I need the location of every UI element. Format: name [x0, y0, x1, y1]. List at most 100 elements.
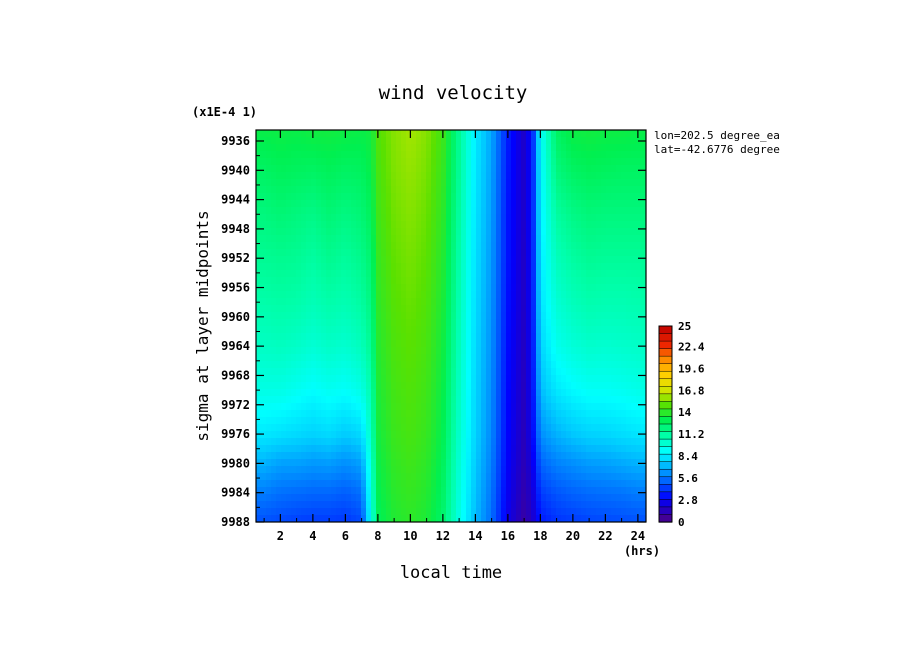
contour-cell — [611, 221, 617, 229]
contour-cell — [611, 172, 617, 180]
contour-cell — [291, 144, 297, 152]
contour-cell — [376, 473, 382, 481]
contour-cell — [266, 312, 272, 320]
contour-cell — [561, 270, 567, 278]
contour-cell — [541, 249, 547, 257]
contour-cell — [306, 361, 312, 369]
contour-cell — [256, 340, 262, 348]
contour-cell — [266, 179, 272, 187]
contour-cell — [636, 179, 642, 187]
contour-cell — [346, 284, 352, 292]
contour-cell — [626, 249, 632, 257]
contour-cell — [381, 144, 387, 152]
contour-cell — [326, 249, 332, 257]
contour-cell — [296, 172, 302, 180]
contour-cell — [306, 200, 312, 208]
contour-cell — [576, 501, 582, 509]
contour-cell — [431, 277, 437, 285]
contour-cell — [301, 319, 307, 327]
contour-cell — [516, 340, 522, 348]
contour-cell — [516, 459, 522, 467]
contour-cell — [296, 382, 302, 390]
contour-cell — [531, 158, 537, 166]
contour-cell — [466, 480, 472, 488]
contour-cell — [396, 228, 402, 236]
contour-cell — [316, 515, 322, 522]
contour-cell — [286, 249, 292, 257]
contour-cell — [326, 340, 332, 348]
contour-cell — [401, 179, 407, 187]
contour-cell — [361, 487, 367, 495]
contour-cell — [426, 151, 432, 159]
contour-cell — [391, 382, 397, 390]
contour-cell — [341, 340, 347, 348]
contour-cell — [356, 515, 362, 522]
contour-cell — [366, 333, 372, 341]
contour-cell — [376, 459, 382, 467]
contour-cell — [356, 473, 362, 481]
contour-cell — [376, 165, 382, 173]
contour-cell — [641, 263, 646, 271]
contour-cell — [501, 466, 507, 474]
x-tick-label: 20 — [566, 529, 580, 543]
y-tick-label: 9968 — [221, 368, 250, 382]
contour-cell — [541, 445, 547, 453]
contour-cell — [431, 368, 437, 376]
contour-cell — [541, 354, 547, 362]
contour-cell — [381, 431, 387, 439]
contour-cell — [536, 424, 542, 432]
contour-cell — [626, 130, 632, 138]
contour-cell — [486, 319, 492, 327]
contour-cell — [336, 214, 342, 222]
colorbar-tick-label: 25 — [678, 320, 691, 333]
contour-cell — [261, 389, 267, 397]
contour-cell — [386, 452, 392, 460]
contour-cell — [296, 473, 302, 481]
contour-cell — [466, 445, 472, 453]
contour-cell — [441, 326, 447, 334]
contour-cell — [601, 368, 607, 376]
contour-cell — [596, 291, 602, 299]
colorbar-swatch — [658, 506, 673, 516]
contour-cell — [391, 396, 397, 404]
contour-cell — [546, 277, 552, 285]
contour-cell — [271, 347, 277, 355]
contour-cell — [576, 291, 582, 299]
contour-cell — [486, 494, 492, 502]
contour-cell — [336, 347, 342, 355]
contour-cell — [321, 417, 327, 425]
contour-cell — [571, 130, 577, 138]
contour-cell — [406, 326, 412, 334]
contour-cell — [626, 389, 632, 397]
contour-cell — [256, 130, 262, 138]
contour-cell — [336, 424, 342, 432]
contour-cell — [316, 270, 322, 278]
contour-cell — [411, 312, 417, 320]
contour-cell — [611, 459, 617, 467]
contour-cell — [481, 193, 487, 201]
contour-cell — [446, 263, 452, 271]
contour-cell — [601, 270, 607, 278]
contour-cell — [326, 466, 332, 474]
contour-cell — [581, 158, 587, 166]
contour-cell — [476, 179, 482, 187]
contour-cell — [551, 298, 557, 306]
contour-cell — [391, 354, 397, 362]
contour-cell — [426, 214, 432, 222]
contour-cell — [426, 130, 432, 138]
contour-cell — [261, 340, 267, 348]
contour-cell — [546, 494, 552, 502]
contour-cell — [286, 151, 292, 159]
contour-cell — [421, 480, 427, 488]
contour-cell — [326, 319, 332, 327]
contour-cell — [261, 466, 267, 474]
contour-cell — [301, 508, 307, 516]
contour-cell — [626, 501, 632, 509]
colorbar-tick-label: 11.2 — [678, 428, 705, 441]
contour-cell — [431, 431, 437, 439]
contour-cell — [491, 277, 497, 285]
contour-cell — [456, 270, 462, 278]
contour-cell — [456, 382, 462, 390]
contour-cell — [311, 501, 317, 509]
contour-cell — [271, 410, 277, 418]
